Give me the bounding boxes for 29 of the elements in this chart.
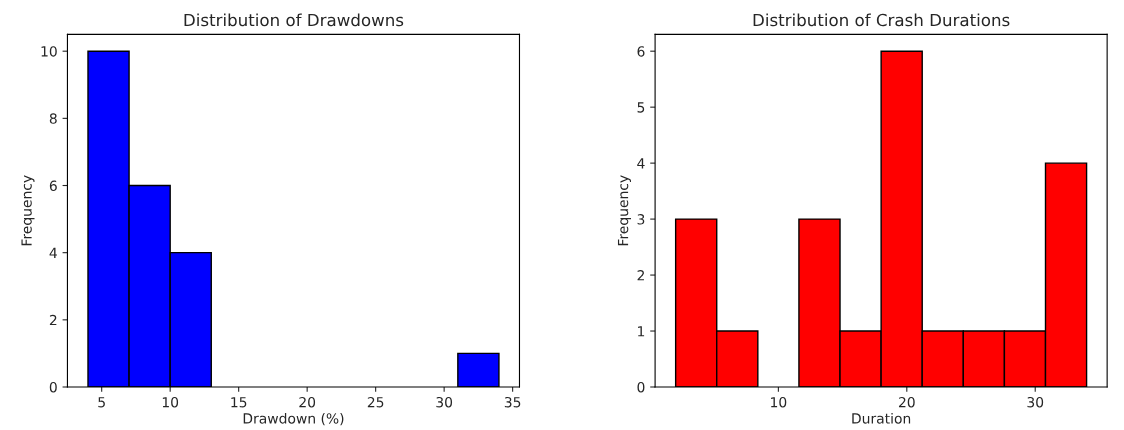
y-tick-label: 2 xyxy=(637,270,644,281)
x-tick-label: 10 xyxy=(771,396,787,408)
x-tick-label: 10 xyxy=(162,396,179,408)
x-axis-title: Drawdown (%) xyxy=(243,412,344,426)
y-tick-label: 0 xyxy=(637,381,645,393)
y-axis-title: Frequency xyxy=(617,175,631,246)
x-tick-label: 15 xyxy=(231,397,247,408)
x-tick-label: 5 xyxy=(98,397,105,408)
y-tick-label: 6 xyxy=(637,46,645,57)
y-tick-label: 2 xyxy=(49,314,57,326)
y-tick-label: 5 xyxy=(637,102,645,113)
y-tick-label: 4 xyxy=(49,247,57,258)
y-tick-label: 4 xyxy=(637,158,645,169)
x-tick-label: 20 xyxy=(898,396,915,408)
x-tick-label: 35 xyxy=(504,396,521,408)
y-tick-label: 0 xyxy=(49,381,57,393)
y-tick-label: 6 xyxy=(49,180,57,191)
x-tick-label: 30 xyxy=(436,396,453,408)
y-tick-label: 1 xyxy=(638,326,645,337)
y-tick-label: 3 xyxy=(637,214,645,225)
x-tick-label: 20 xyxy=(299,396,316,408)
chart-title: Distribution of Crash Durations xyxy=(753,13,1010,27)
x-tick-label: 30 xyxy=(1027,396,1044,408)
x-axis-title: Duration xyxy=(852,412,911,424)
y-tick-label: 8 xyxy=(49,113,57,124)
y-axis-title: Frequency xyxy=(21,175,35,246)
y-tick-label: 10 xyxy=(41,46,57,57)
chart-title: Distribution of Drawdowns xyxy=(184,13,404,27)
x-tick-label: 25 xyxy=(367,396,384,408)
